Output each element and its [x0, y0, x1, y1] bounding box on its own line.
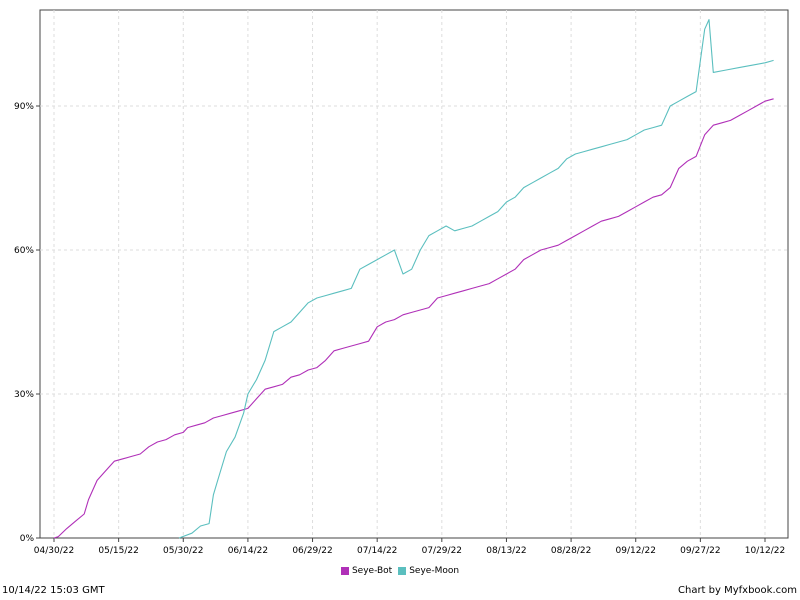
legend: Seye-Bot Seye-Moon	[0, 566, 800, 578]
x-tick-label: 07/29/22	[422, 546, 462, 556]
x-tick-label: 06/29/22	[292, 546, 332, 556]
legend-item: Seye-Bot	[340, 566, 393, 576]
chart-timestamp: 10/14/22 15:03 GMT	[2, 585, 105, 596]
legend-label: Seye-Moon	[409, 566, 460, 576]
x-tick-label: 06/14/22	[228, 546, 268, 556]
x-tick-label: 09/27/22	[680, 546, 720, 556]
y-tick-label: 30%	[14, 390, 34, 400]
x-tick-label: 07/14/22	[357, 546, 397, 556]
x-tick-label: 05/30/22	[163, 546, 203, 556]
x-tick-label: 04/30/22	[34, 546, 74, 556]
legend-item: Seye-Moon	[398, 566, 459, 576]
chart-credit: Chart by Myfxbook.com	[678, 585, 797, 596]
x-tick-label: 10/12/22	[745, 546, 785, 556]
y-tick-label: 90%	[14, 102, 34, 112]
series-line-seye-bot	[53, 98, 774, 539]
x-tick-label: 05/15/22	[98, 546, 138, 556]
series-line-seye-moon	[178, 19, 774, 539]
x-tick-label: 08/28/22	[551, 546, 591, 556]
y-tick-label: 60%	[14, 246, 34, 256]
legend-swatch	[398, 567, 407, 575]
legend-swatch	[340, 567, 349, 575]
x-tick-label: 09/12/22	[616, 546, 656, 556]
y-tick-label: 0%	[20, 534, 35, 544]
legend-label: Seye-Bot	[351, 566, 393, 576]
x-tick-label: 08/13/22	[486, 546, 526, 556]
plot-frame	[39, 9, 789, 539]
